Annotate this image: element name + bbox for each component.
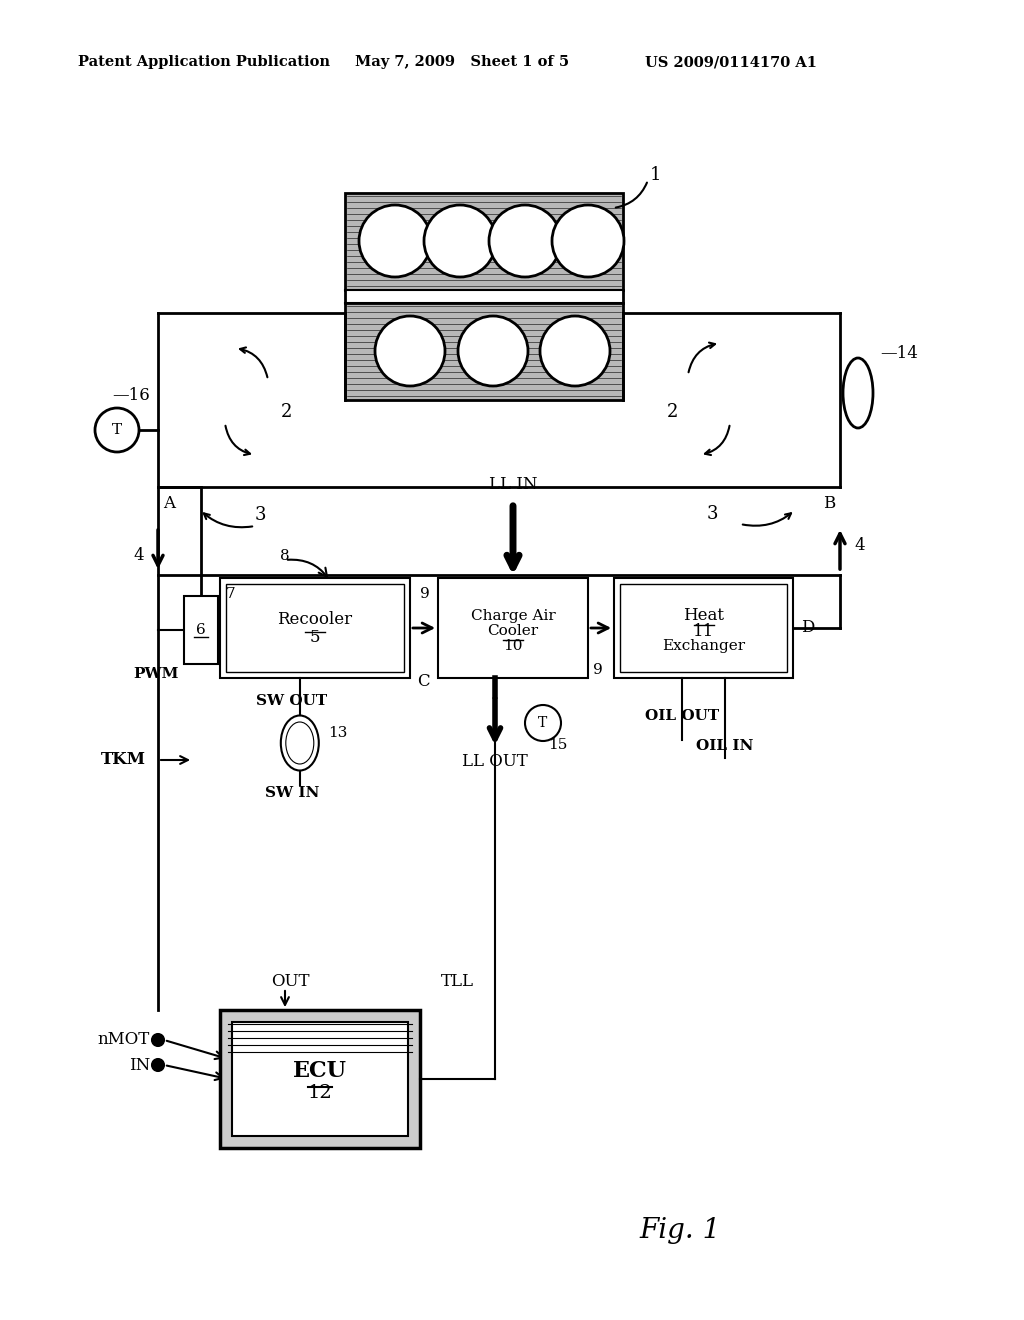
Circle shape: [375, 315, 445, 385]
Bar: [220, 1010, 420, 1148]
Bar: [438, 578, 588, 678]
Text: TLL: TLL: [441, 974, 474, 990]
Text: LL OUT: LL OUT: [462, 752, 528, 770]
Bar: [232, 1022, 408, 1137]
Text: T: T: [112, 422, 122, 437]
Circle shape: [152, 1059, 164, 1071]
Bar: [620, 583, 787, 672]
Text: Patent Application Publication: Patent Application Publication: [78, 55, 330, 69]
Text: Cooler: Cooler: [487, 624, 539, 638]
Text: OIL OUT: OIL OUT: [645, 709, 719, 723]
Text: nMOT: nMOT: [97, 1031, 150, 1048]
Text: 15: 15: [548, 738, 567, 752]
Text: 2: 2: [667, 403, 678, 421]
Text: Heat: Heat: [683, 607, 724, 624]
Text: 2: 2: [282, 403, 293, 421]
Text: US 2009/0114170 A1: US 2009/0114170 A1: [645, 55, 817, 69]
Ellipse shape: [281, 715, 318, 771]
Text: B: B: [822, 495, 835, 512]
Text: A: A: [163, 495, 175, 512]
Text: ECU: ECU: [293, 1060, 347, 1082]
Text: T: T: [539, 715, 548, 730]
Text: 13: 13: [328, 726, 347, 741]
Text: 4: 4: [854, 536, 864, 553]
Text: 11: 11: [693, 623, 714, 639]
Bar: [345, 193, 623, 290]
Ellipse shape: [843, 358, 873, 428]
Bar: [614, 578, 793, 678]
Text: OUT: OUT: [270, 974, 309, 990]
Text: 7: 7: [226, 587, 236, 601]
Circle shape: [489, 205, 561, 277]
Circle shape: [525, 705, 561, 741]
Text: IN: IN: [129, 1056, 150, 1073]
Text: C: C: [418, 673, 430, 690]
Text: OIL IN: OIL IN: [696, 739, 754, 752]
Bar: [226, 583, 404, 672]
Text: 3: 3: [707, 506, 718, 523]
Text: Exchanger: Exchanger: [662, 639, 745, 653]
Text: 9: 9: [420, 587, 430, 601]
Circle shape: [152, 1034, 164, 1045]
Text: 10: 10: [503, 639, 522, 653]
Text: —14: —14: [880, 345, 918, 362]
Text: Recooler: Recooler: [278, 611, 352, 628]
Text: —16: —16: [112, 387, 150, 404]
Text: 1: 1: [650, 166, 662, 183]
Text: D: D: [801, 619, 814, 636]
Text: LL IN: LL IN: [488, 477, 538, 492]
Text: 6: 6: [197, 623, 206, 638]
Bar: [345, 290, 623, 304]
Circle shape: [424, 205, 496, 277]
Circle shape: [359, 205, 431, 277]
Bar: [184, 597, 218, 664]
Text: 8: 8: [280, 549, 290, 564]
Text: 4: 4: [133, 546, 144, 564]
Text: Charge Air: Charge Air: [471, 609, 555, 623]
Circle shape: [95, 408, 139, 451]
Ellipse shape: [286, 722, 313, 764]
Text: 9: 9: [593, 663, 603, 677]
Text: 12: 12: [307, 1084, 333, 1102]
Circle shape: [552, 205, 624, 277]
Text: May 7, 2009   Sheet 1 of 5: May 7, 2009 Sheet 1 of 5: [355, 55, 569, 69]
Text: 3: 3: [255, 506, 266, 524]
Text: TKM: TKM: [101, 751, 146, 768]
Circle shape: [458, 315, 528, 385]
Text: SW OUT: SW OUT: [256, 694, 328, 708]
Text: 5: 5: [309, 630, 321, 647]
Text: SW IN: SW IN: [264, 785, 319, 800]
Text: PWM: PWM: [133, 667, 179, 681]
Bar: [345, 304, 623, 400]
Text: Fig. 1: Fig. 1: [639, 1217, 721, 1243]
Bar: [220, 578, 410, 678]
Circle shape: [540, 315, 610, 385]
